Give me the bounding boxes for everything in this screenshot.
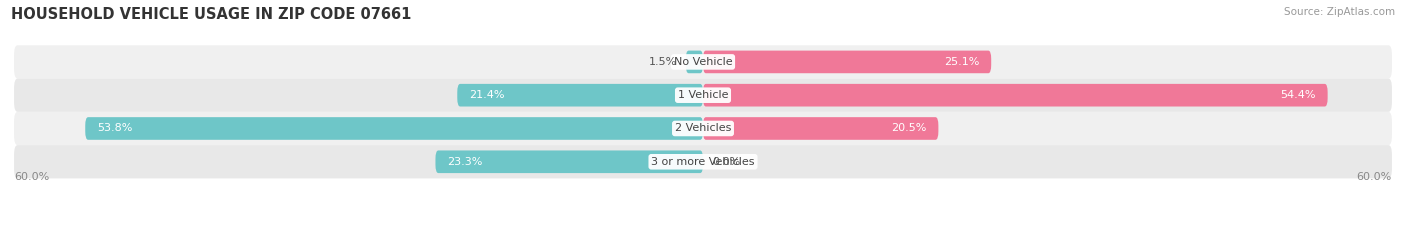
Text: 54.4%: 54.4%	[1281, 90, 1316, 100]
FancyBboxPatch shape	[457, 84, 703, 106]
FancyBboxPatch shape	[14, 45, 1392, 79]
Text: 53.8%: 53.8%	[97, 123, 132, 134]
FancyBboxPatch shape	[703, 84, 1327, 106]
Text: 1 Vehicle: 1 Vehicle	[678, 90, 728, 100]
Text: 3 or more Vehicles: 3 or more Vehicles	[651, 157, 755, 167]
Text: No Vehicle: No Vehicle	[673, 57, 733, 67]
FancyBboxPatch shape	[686, 51, 703, 73]
FancyBboxPatch shape	[14, 112, 1392, 145]
Text: 1.5%: 1.5%	[648, 57, 676, 67]
FancyBboxPatch shape	[436, 151, 703, 173]
Text: 23.3%: 23.3%	[447, 157, 482, 167]
Text: 20.5%: 20.5%	[891, 123, 927, 134]
Legend: Owner-occupied, Renter-occupied: Owner-occupied, Renter-occupied	[576, 230, 830, 233]
FancyBboxPatch shape	[703, 51, 991, 73]
Text: 0.0%: 0.0%	[713, 157, 741, 167]
Text: HOUSEHOLD VEHICLE USAGE IN ZIP CODE 07661: HOUSEHOLD VEHICLE USAGE IN ZIP CODE 0766…	[11, 7, 412, 22]
FancyBboxPatch shape	[703, 117, 938, 140]
FancyBboxPatch shape	[86, 117, 703, 140]
Text: 60.0%: 60.0%	[1357, 172, 1392, 182]
Text: 25.1%: 25.1%	[945, 57, 980, 67]
Text: 2 Vehicles: 2 Vehicles	[675, 123, 731, 134]
FancyBboxPatch shape	[14, 79, 1392, 112]
Text: 60.0%: 60.0%	[14, 172, 49, 182]
Text: Source: ZipAtlas.com: Source: ZipAtlas.com	[1284, 7, 1395, 17]
FancyBboxPatch shape	[14, 145, 1392, 178]
Text: 21.4%: 21.4%	[468, 90, 505, 100]
